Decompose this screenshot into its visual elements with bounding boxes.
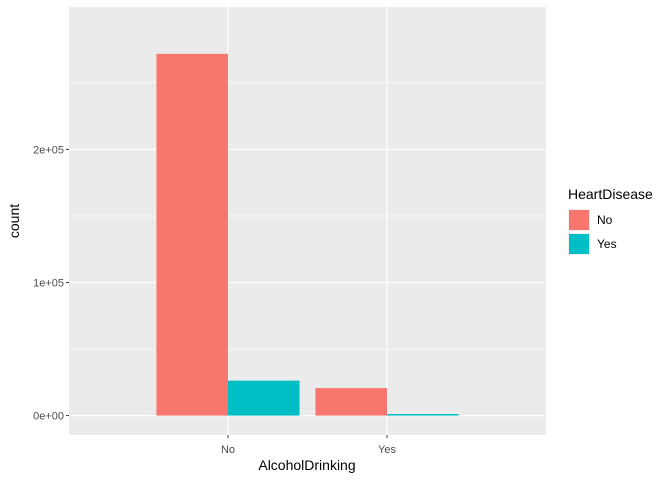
x-axis: No Yes [221,435,396,456]
legend-label: No [597,213,613,227]
y-tick-label: 0e+00 [33,411,64,423]
bar-yes-no [315,388,387,416]
x-tick-label: Yes [378,444,396,456]
bar-no-no [156,53,228,416]
legend: HeartDisease No Yes [568,186,653,255]
bar-no-yes [228,380,300,416]
bars [156,53,459,416]
x-tick-label: No [221,444,235,456]
legend-swatch-yes [569,234,589,254]
plot-panel [69,7,546,435]
legend-swatch-no [569,210,589,230]
legend-label: Yes [597,237,617,251]
y-tick-label: 2e+05 [33,144,64,156]
x-axis-title: AlcoholDrinking [258,457,355,473]
y-tick-label: 1e+05 [33,277,64,289]
bar-yes-yes [387,414,459,416]
legend-title: HeartDisease [568,186,653,202]
y-axis-title: count [6,204,22,238]
minor-gridlines [69,82,546,350]
legend-items: No Yes [568,209,617,255]
y-axis: 0e+00 1e+05 2e+05 [33,144,69,423]
